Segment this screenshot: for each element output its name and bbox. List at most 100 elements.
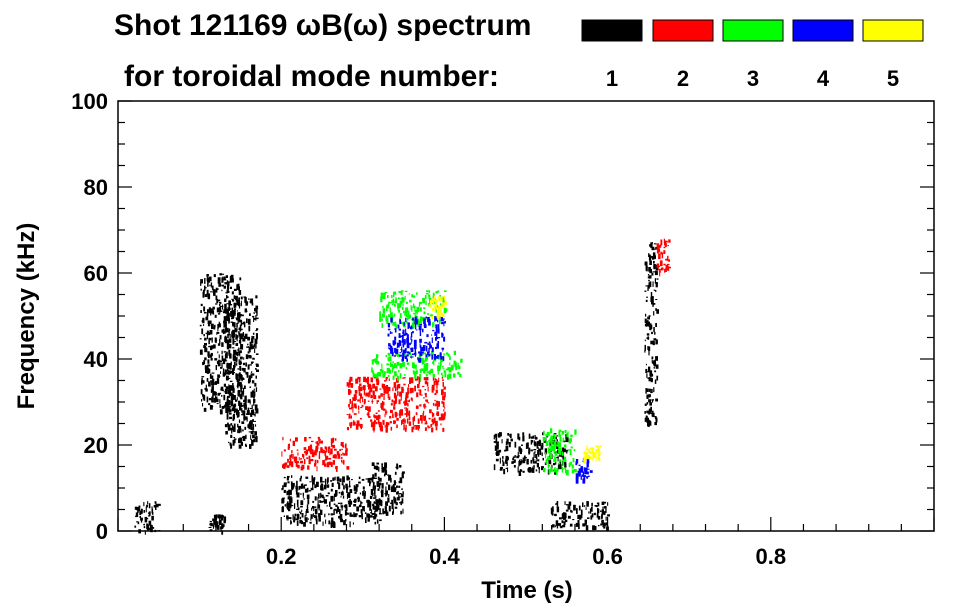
spectral-pixel bbox=[363, 490, 365, 492]
spectral-pixel bbox=[210, 308, 214, 313]
spectral-pixel bbox=[358, 405, 360, 410]
spectral-pixel bbox=[303, 498, 305, 500]
spectral-pixel bbox=[327, 492, 330, 495]
spectral-pixel bbox=[240, 384, 243, 390]
spectral-pixel bbox=[390, 486, 394, 492]
spectral-pixel bbox=[650, 242, 653, 249]
spectral-pixel bbox=[408, 352, 411, 354]
spectral-pixel bbox=[541, 452, 543, 457]
spectral-pixel bbox=[339, 508, 341, 514]
spectral-pixel bbox=[239, 402, 242, 406]
spectral-pixel bbox=[384, 371, 387, 374]
spectral-pixel bbox=[661, 267, 664, 271]
spectral-pixel bbox=[417, 384, 420, 389]
spectral-pixel bbox=[428, 341, 431, 344]
spectral-pixel bbox=[386, 482, 388, 485]
spectral-pixel bbox=[226, 362, 229, 368]
spectral-pixel bbox=[301, 483, 304, 487]
spectral-pixel bbox=[349, 521, 351, 528]
spectral-pixel bbox=[562, 515, 566, 520]
spectral-pixel bbox=[394, 328, 397, 333]
spectral-pixel bbox=[326, 505, 328, 507]
spectral-pixel bbox=[206, 330, 209, 336]
spectral-pixel bbox=[221, 362, 223, 369]
spectral-pixel bbox=[442, 427, 445, 432]
spectral-pixel bbox=[431, 354, 434, 360]
spectral-pixel bbox=[426, 401, 429, 403]
spectral-pixel bbox=[420, 375, 422, 381]
y-axis-label: Frequency (kHz) bbox=[13, 223, 40, 410]
spectral-pixel bbox=[413, 425, 415, 430]
spectral-pixel bbox=[376, 400, 378, 405]
spectral-pixel bbox=[539, 439, 541, 442]
spectral-pixel bbox=[647, 316, 650, 320]
spectral-pixel bbox=[154, 501, 156, 504]
spectral-pixel bbox=[582, 478, 586, 484]
spectral-pixel bbox=[232, 385, 234, 389]
spectral-pixel bbox=[567, 505, 571, 510]
spectral-pixel bbox=[441, 322, 444, 325]
spectral-pixel bbox=[653, 289, 656, 291]
spectral-pixel bbox=[330, 513, 334, 516]
spectral-pixel bbox=[440, 357, 443, 363]
spectral-pixel bbox=[231, 314, 234, 319]
spectral-pixel bbox=[553, 433, 557, 435]
spectral-pixel bbox=[227, 365, 229, 371]
spectral-pixel bbox=[583, 451, 586, 455]
spectral-pixel bbox=[655, 246, 658, 249]
spectral-pixel bbox=[406, 358, 408, 362]
spectral-pixel bbox=[282, 485, 284, 490]
spectral-pixel bbox=[386, 388, 389, 394]
spectral-pixel bbox=[381, 489, 384, 493]
spectral-pixel bbox=[223, 320, 225, 324]
spectral-pixel bbox=[551, 464, 553, 469]
spectral-pixel bbox=[253, 420, 256, 422]
spectral-pixel bbox=[203, 306, 206, 312]
spectral-pixel bbox=[377, 410, 380, 412]
spectral-pixel bbox=[244, 426, 247, 430]
spectral-pixel bbox=[210, 389, 212, 393]
spectral-pixel bbox=[410, 356, 413, 358]
spectral-pixel bbox=[388, 396, 391, 400]
spectral-pixel bbox=[356, 506, 360, 512]
spectral-pixel bbox=[418, 358, 421, 362]
spectral-pixel bbox=[646, 388, 649, 392]
spectral-pixel bbox=[367, 382, 369, 385]
spectral-pixel bbox=[373, 376, 376, 379]
mode-3-region bbox=[371, 350, 463, 381]
spectral-pixel bbox=[383, 384, 386, 390]
spectral-pixel bbox=[375, 386, 378, 392]
spectral-pixel bbox=[568, 463, 571, 468]
spectral-pixel bbox=[222, 372, 225, 377]
spectral-pixel bbox=[219, 409, 223, 415]
spectral-pixel bbox=[520, 469, 523, 472]
spectral-pixel bbox=[324, 463, 327, 467]
spectral-pixel bbox=[243, 296, 247, 298]
spectral-pixel bbox=[550, 435, 553, 440]
spectral-pixel bbox=[303, 447, 307, 451]
spectral-pixel bbox=[237, 368, 239, 370]
spectral-pixel bbox=[593, 512, 596, 516]
spectral-pixel bbox=[201, 399, 203, 402]
spectral-pixel bbox=[238, 319, 242, 323]
spectral-pixel bbox=[398, 399, 401, 405]
spectral-pixel bbox=[319, 500, 321, 503]
spectral-pixel bbox=[433, 380, 436, 386]
spectral-pixel bbox=[401, 306, 404, 310]
spectral-pixel bbox=[600, 510, 602, 512]
spectral-pixel bbox=[648, 324, 650, 328]
spectral-pixel bbox=[427, 425, 429, 429]
spectral-pixel bbox=[202, 394, 203, 397]
spectral-pixel bbox=[242, 362, 245, 366]
spectral-pixel bbox=[346, 475, 349, 481]
spectral-pixel bbox=[237, 390, 241, 397]
spectral-pixel bbox=[414, 385, 416, 392]
spectral-pixel bbox=[297, 464, 300, 469]
spectral-pixel bbox=[378, 498, 381, 500]
spectral-pixel bbox=[381, 318, 383, 321]
spectral-pixel bbox=[229, 286, 232, 289]
spectral-pixel bbox=[208, 332, 211, 336]
spectral-pixel bbox=[137, 521, 140, 525]
spectral-pixel bbox=[228, 349, 231, 356]
spectral-pixel bbox=[374, 510, 376, 516]
